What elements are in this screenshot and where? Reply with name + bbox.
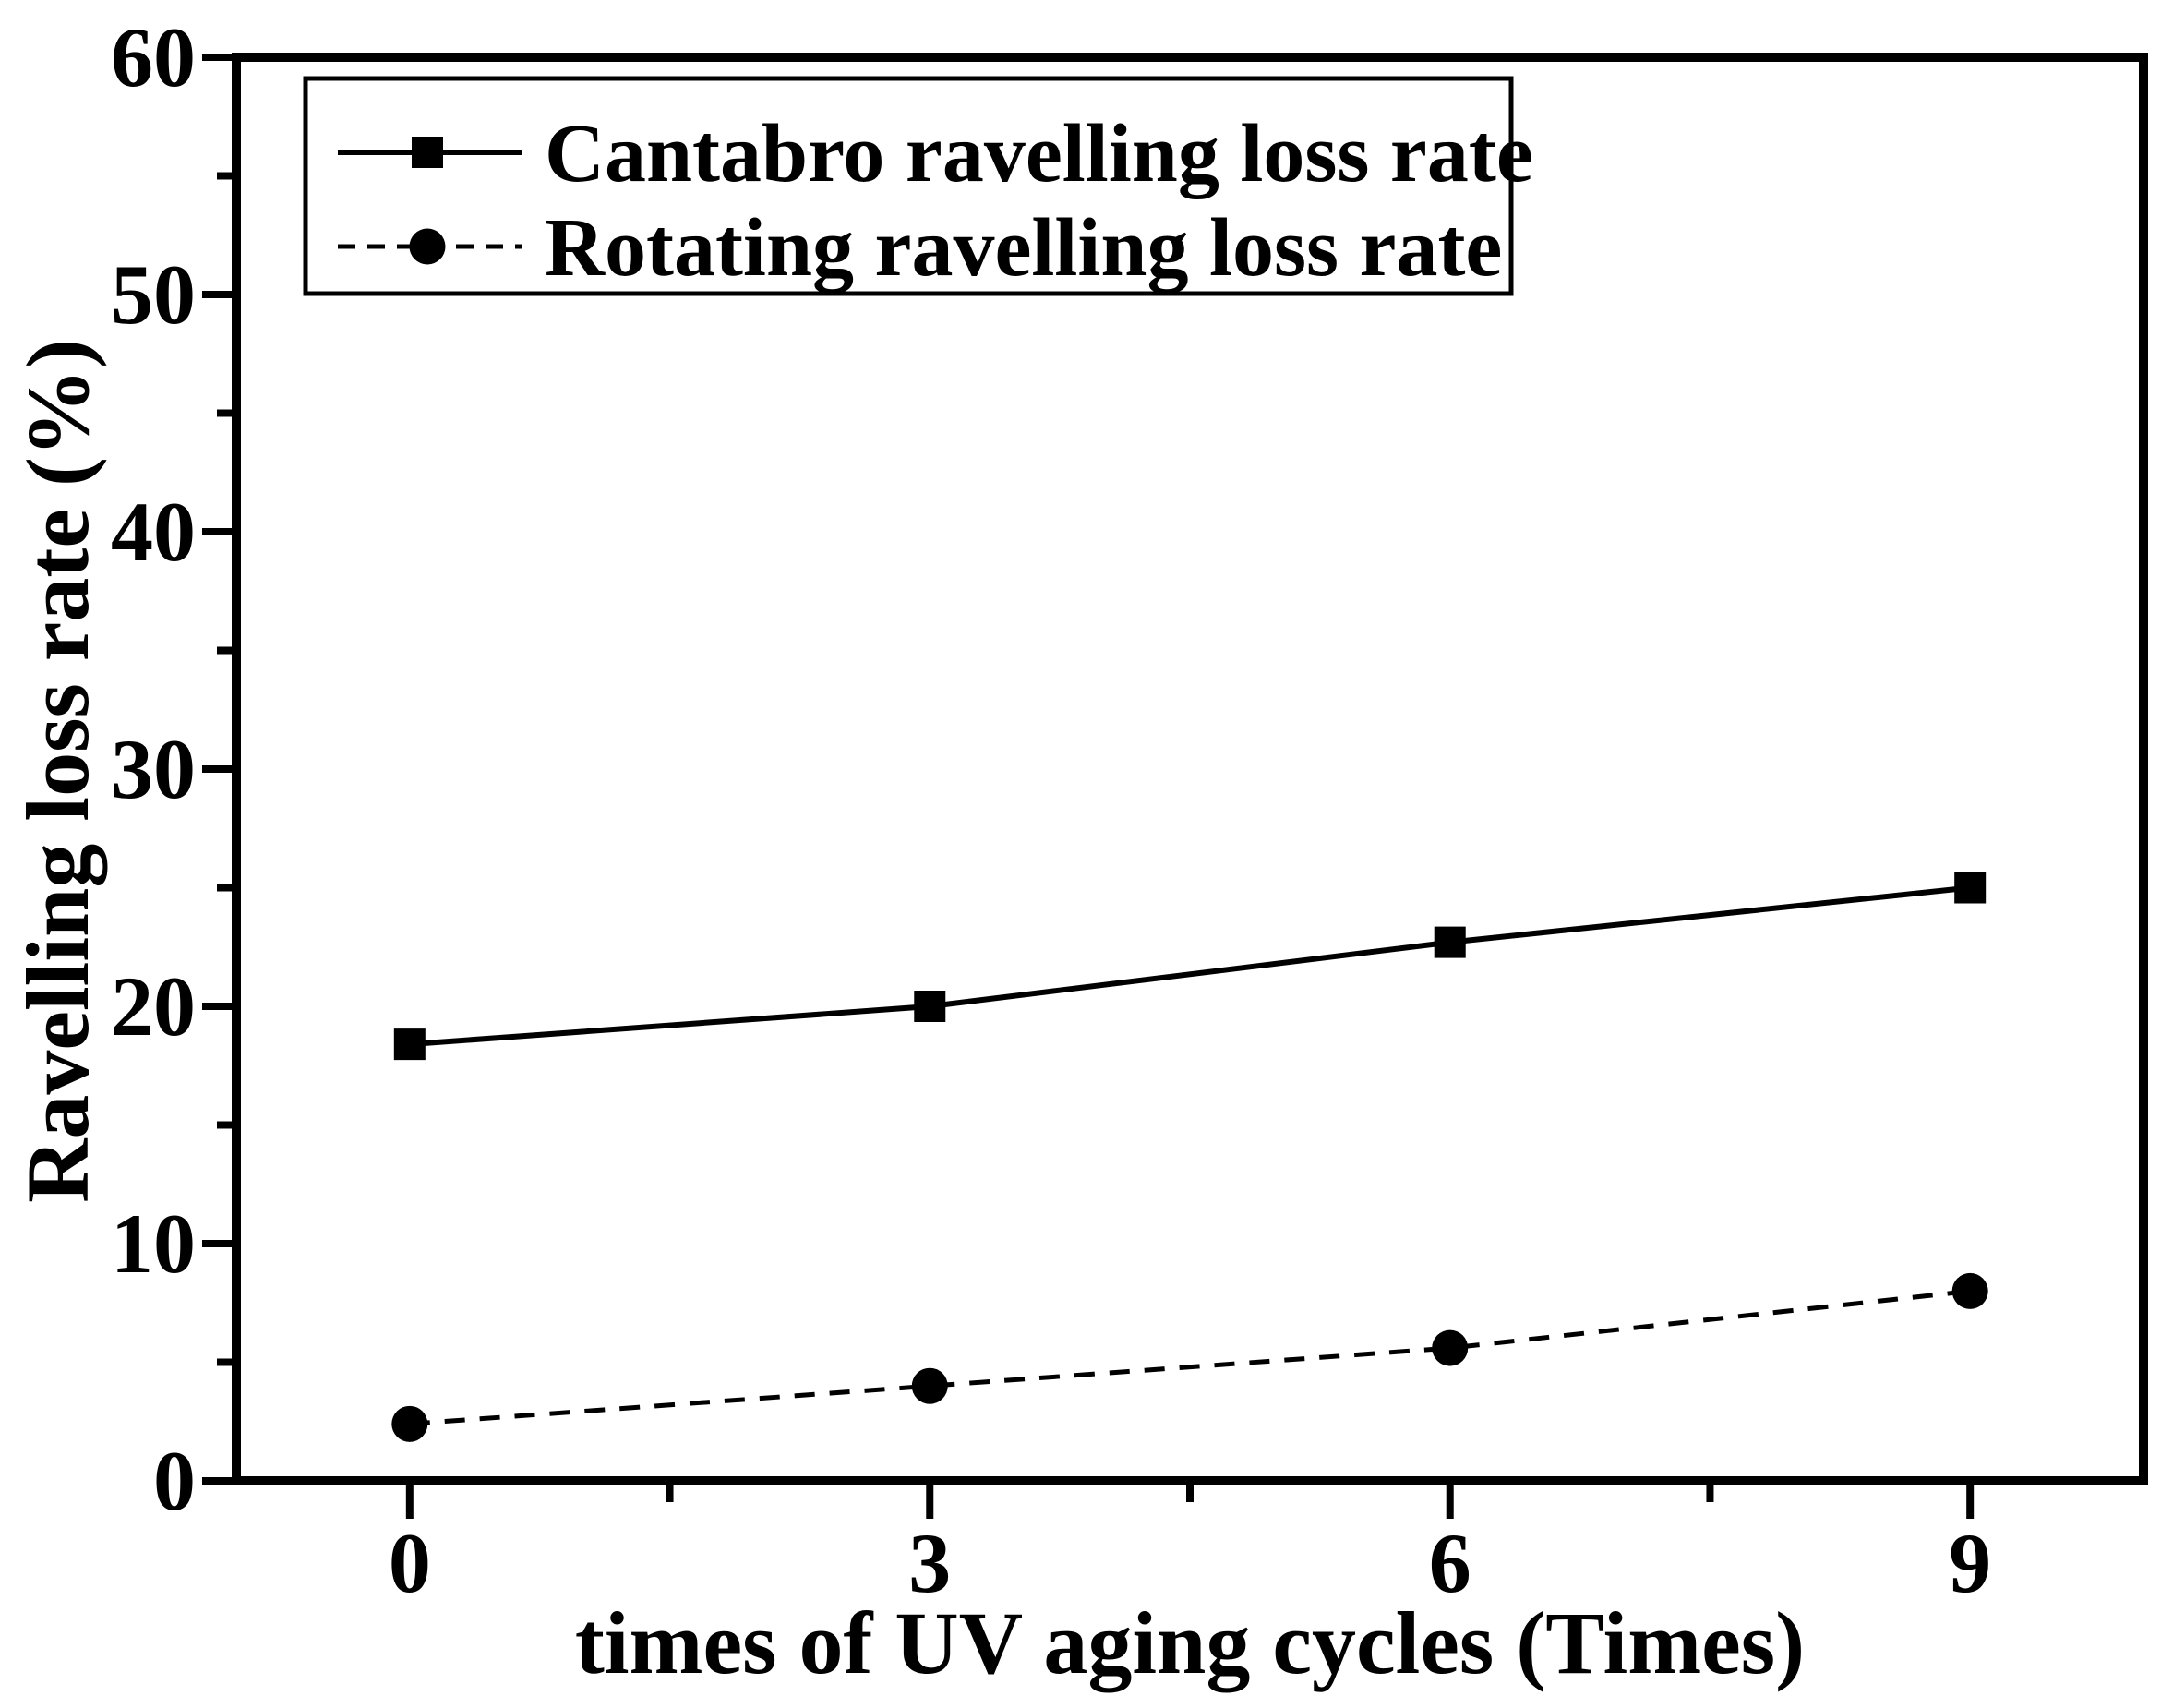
series-line-rotating xyxy=(409,1288,1971,1426)
x-tick-label: 3 xyxy=(908,1516,951,1610)
legend-circle-marker-icon xyxy=(409,228,446,265)
data-point-square xyxy=(1954,872,1987,904)
y-tick-label: 60 xyxy=(111,10,196,104)
plot-frame xyxy=(232,53,2148,1485)
y-axis-title: Ravelling loss rate (%) xyxy=(8,339,107,1203)
x-tick-label: 0 xyxy=(389,1516,431,1610)
y-tick-label: 40 xyxy=(111,485,196,579)
legend-square-marker-icon xyxy=(412,137,443,168)
x-tick-label: 6 xyxy=(1429,1516,1471,1610)
data-point-square xyxy=(393,1028,426,1061)
data-point-circle xyxy=(1951,1272,1988,1309)
data-point-circle xyxy=(391,1405,428,1442)
legend-label: Rotating ravelling loss rate xyxy=(545,202,1502,294)
y-tick-label: 10 xyxy=(111,1197,196,1291)
x-tick-label: 9 xyxy=(1949,1516,1991,1610)
y-tick-label: 0 xyxy=(153,1434,196,1528)
series-line-cantabro xyxy=(409,884,1971,1048)
y-tick-label: 30 xyxy=(111,722,196,816)
x-axis-title: times of UV aging cycles (Times) xyxy=(575,1594,1805,1692)
legend-label: Cantabro ravelling loss rate xyxy=(545,108,1533,199)
data-point-circle xyxy=(911,1367,948,1404)
data-point-circle xyxy=(1432,1329,1469,1366)
legend-box xyxy=(303,76,1514,296)
y-tick-label: 50 xyxy=(111,247,196,342)
data-point-square xyxy=(1434,926,1466,958)
data-point-square xyxy=(914,991,946,1022)
y-tick-label: 20 xyxy=(111,959,196,1053)
